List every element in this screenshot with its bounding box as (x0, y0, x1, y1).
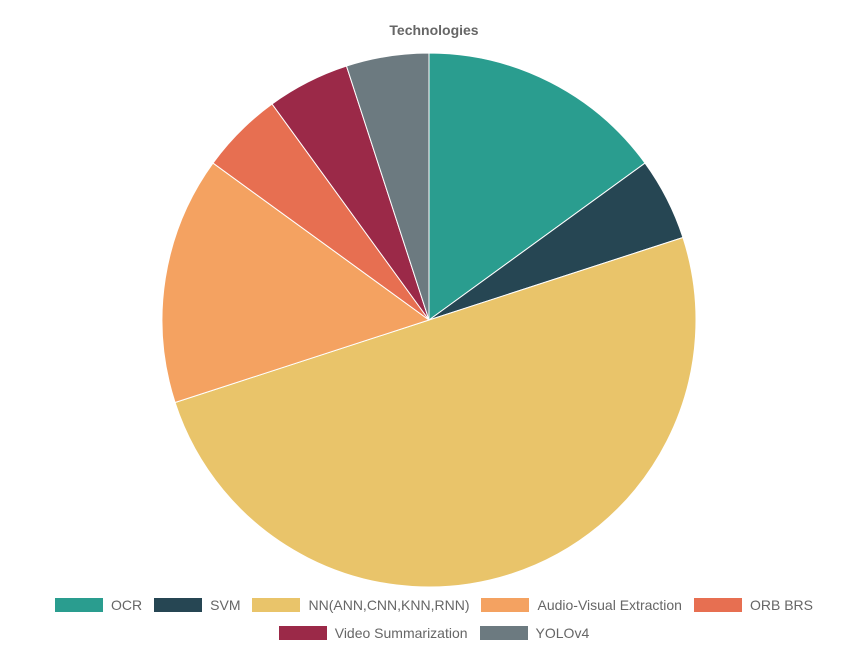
pie-slice-nn-ann-cnn-knn-rnn[interactable] (174, 236, 697, 588)
legend-label: ORB BRS (749, 597, 813, 613)
legend-swatch (479, 626, 528, 640)
pie-chart (161, 52, 697, 588)
chart-title: Technologies (389, 22, 479, 38)
legend-item[interactable]: Audio-Visual Extraction (481, 597, 682, 613)
legend-swatch (693, 598, 742, 612)
pie-slice-yolov4[interactable] (345, 52, 430, 321)
legend-swatch (278, 626, 327, 640)
legend-item[interactable]: NN(ANN,CNN,KNN,RNN) (252, 597, 469, 613)
legend-swatch (481, 598, 530, 612)
pie-slice-audio-visual-extraction[interactable] (161, 162, 431, 404)
legend-label: Audio-Visual Extraction (537, 597, 682, 613)
legend-label: OCR (111, 597, 143, 613)
legend-row: Video Summarization YOLOv4 (0, 625, 868, 641)
legend-row: OCR SVM NN(ANN,CNN,KNN,RNN) Audio-Visual Ex… (0, 597, 868, 613)
legend-item[interactable]: Video Summarization (278, 625, 468, 641)
pie-slice-ocr[interactable] (428, 52, 646, 321)
legend-label: SVM (210, 597, 241, 613)
legend-item[interactable]: YOLOv4 (479, 625, 590, 641)
legend-label: YOLOv4 (535, 625, 590, 641)
legend-swatch (55, 598, 104, 612)
legend-swatch (252, 598, 301, 612)
legend-item[interactable]: OCR (55, 597, 142, 613)
legend-item[interactable]: ORB BRS (693, 597, 813, 613)
legend-item[interactable]: SVM (154, 597, 240, 613)
legend-label: Video Summarization (334, 625, 468, 641)
legend-swatch (154, 598, 203, 612)
legend-label: NN(ANN,CNN,KNN,RNN) (308, 597, 470, 613)
